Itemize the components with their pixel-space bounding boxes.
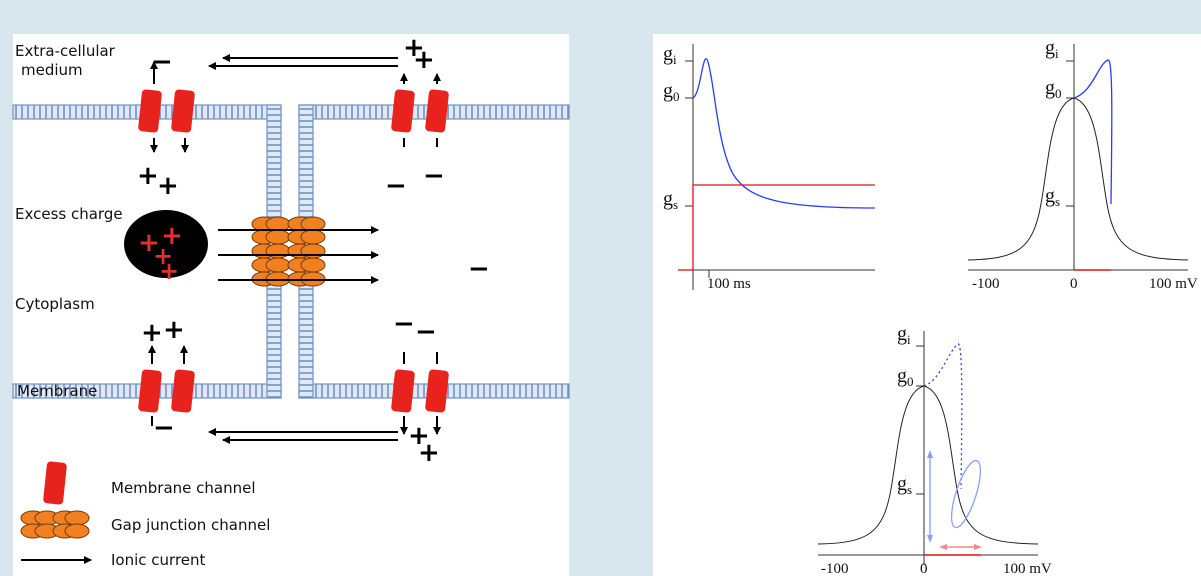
svg-text:+: +	[137, 161, 159, 191]
plot1-g0-label: g0	[663, 80, 680, 104]
svg-text:−: −	[393, 309, 415, 339]
gap-junction-currents	[218, 226, 379, 284]
plot2-gi-label: gi	[1045, 37, 1059, 61]
conductance-plots: gi g0 gs 100 ms gi g0 gs -100 0 100 mV	[653, 34, 1201, 576]
plot1-conductance-curve	[692, 58, 876, 209]
svg-text:+: +	[138, 228, 160, 258]
gap-junction-schematic: + + + + − + + + + − − − + + − − − + + Ex…	[12, 33, 570, 576]
svg-text:−: −	[423, 161, 445, 191]
svg-text:−: −	[153, 413, 175, 443]
legend-membrane-channel-label: Membrane channel	[111, 479, 256, 497]
plot2-bell-curve	[967, 97, 1189, 261]
extracellular-current-bottom	[208, 428, 398, 444]
legend: Membrane channel Gap junction channel Io…	[20, 461, 270, 569]
plot1-step-line	[692, 184, 875, 270]
svg-text:−: −	[468, 254, 490, 284]
svg-text:+: +	[163, 315, 185, 345]
plot-steady-state: gi g0 gs -100 0 100 mV	[967, 37, 1198, 292]
plot3-limit-cycle	[950, 459, 982, 529]
svg-text:+: +	[408, 421, 430, 451]
schematic-svg: + + + + − + + + + − − − + + − − − + + Ex…	[12, 33, 570, 569]
excess-charge-blob: + + + +	[124, 210, 208, 285]
label-cytoplasm: Cytoplasm	[15, 295, 95, 313]
svg-text:+: +	[403, 33, 425, 63]
legend-membrane-channel-icon	[43, 461, 67, 505]
plot3-x-tick-min: -100	[821, 561, 849, 576]
legend-gap-junction-icon	[20, 510, 90, 539]
membrane-channel-bottom-right	[391, 352, 449, 435]
membrane-channel-top-left	[138, 61, 195, 153]
svg-text:+: +	[141, 318, 163, 348]
label-extracellular-2: medium	[21, 61, 83, 79]
plot-time-course: gi g0 gs 100 ms	[663, 43, 876, 292]
membrane-channel-bottom-left	[138, 345, 195, 426]
plot2-trajectory	[1073, 59, 1113, 205]
plot2-g0-label: g0	[1045, 77, 1062, 101]
label-excess-charge: Excess charge	[15, 205, 123, 223]
svg-text:+: +	[413, 45, 435, 75]
svg-text:−: −	[385, 171, 407, 201]
svg-text:−: −	[415, 317, 437, 347]
plot3-gi-label: gi	[897, 323, 911, 347]
svg-text:+: +	[157, 171, 179, 201]
label-membrane: Membrane	[17, 382, 97, 400]
svg-text:+: +	[153, 242, 173, 270]
gap-junction-channels	[251, 216, 326, 287]
plot-phase-loop: gi g0 gs -100 0 100 mV	[817, 323, 1052, 576]
plot1-x-tick: 100 ms	[707, 276, 751, 292]
svg-text:+: +	[159, 257, 179, 285]
plot2-x-tick-max: 100 mV	[1149, 276, 1198, 292]
label-extracellular-1: Extra-cellular	[15, 42, 116, 60]
plot3-x-tick-zero: 0	[920, 561, 928, 576]
legend-ionic-current-label: Ionic current	[111, 551, 206, 569]
plot3-g0-label: g0	[897, 365, 914, 389]
svg-text:+: +	[161, 221, 183, 251]
svg-text:+: +	[418, 438, 440, 468]
plots-svg: gi g0 gs 100 ms gi g0 gs -100 0 100 mV	[663, 37, 1198, 576]
charge-signs: − + + + + − − − + + − − − + +	[137, 33, 490, 468]
plot2-gs-label: gs	[1045, 185, 1060, 209]
legend-gap-junction-label: Gap junction channel	[111, 516, 270, 534]
plot3-bell-curve	[817, 385, 1039, 545]
membrane-channel-top-right	[391, 73, 449, 147]
plot2-x-tick-min: -100	[972, 276, 1000, 292]
extracellular-current-top	[208, 54, 398, 70]
svg-text:−: −	[151, 47, 173, 77]
plot1-gi-label: gi	[663, 43, 677, 67]
plot1-gs-label: gs	[663, 188, 678, 212]
plot3-x-tick-max: 100 mV	[1003, 561, 1052, 576]
plot2-x-tick-zero: 0	[1070, 276, 1078, 292]
plot3-gs-label: gs	[897, 473, 912, 497]
